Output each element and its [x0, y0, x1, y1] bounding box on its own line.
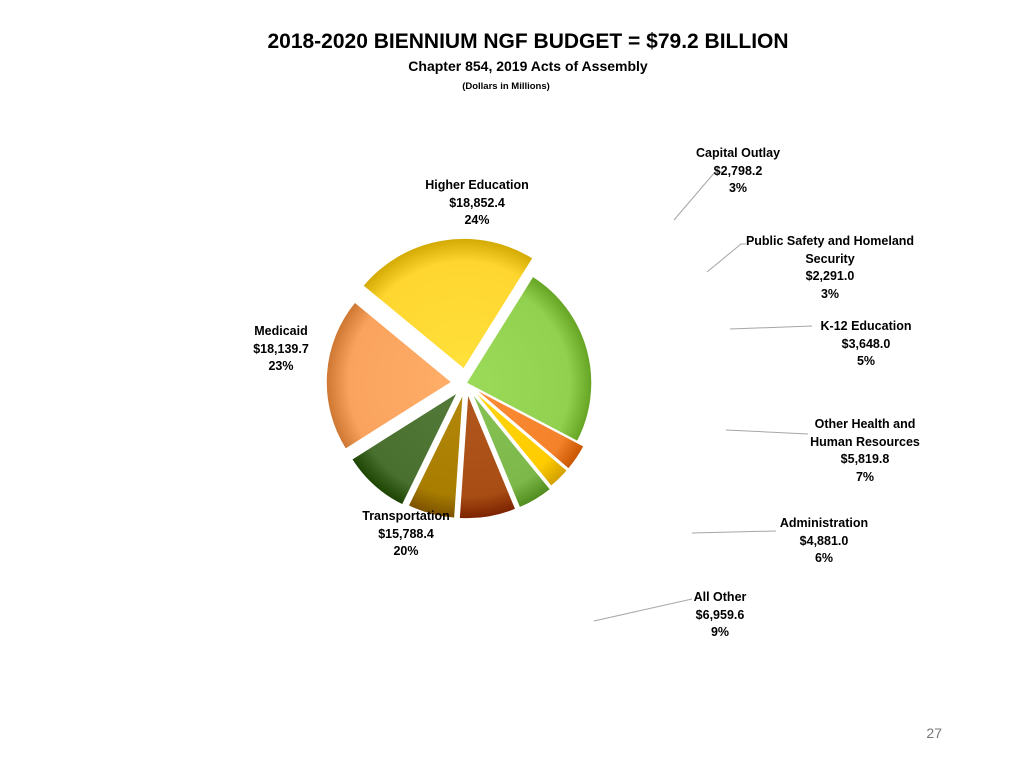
chart-title: 2018-2020 BIENNIUM NGF BUDGET = $79.2 BI… — [267, 30, 789, 53]
slice-label: K-12 Education $3,648.0 5% — [821, 318, 912, 371]
leader-lines — [593, 171, 813, 622]
leader-line — [725, 429, 809, 435]
pie-slice-other-health-and-human-resources — [458, 392, 517, 520]
pie-slice-k-12-education — [470, 391, 552, 509]
pie-slice-medicaid — [361, 237, 535, 371]
slice-label-value: $6,959.6 — [695, 607, 745, 622]
leader-line — [673, 171, 722, 221]
leader-line — [729, 325, 813, 330]
pie-slice-administration — [406, 392, 465, 520]
pie-slice-higher-education — [464, 275, 593, 443]
slice-label: Higher Education $18,852.4 24% — [425, 177, 528, 230]
pie-slice-capital-outlay — [472, 386, 586, 471]
slice-label-name: Higher Education — [425, 178, 529, 192]
slice-label-percent: 5% — [856, 354, 876, 368]
slice-label-name: Transportation — [362, 509, 450, 523]
pie-slice-all-other — [350, 389, 460, 507]
leader-line — [691, 530, 777, 534]
slice-label-value: $2,798.2 — [713, 163, 763, 178]
slice-label-value: $18,852.4 — [449, 195, 505, 210]
slice-label-name: Human Resources — [810, 434, 920, 449]
pie-slices — [325, 237, 593, 520]
slice-label-percent: 20% — [393, 544, 419, 558]
slice-label-name: Security — [805, 251, 855, 266]
slice-label-value: $3,648.0 — [841, 336, 891, 351]
slice-label-value: $5,819.8 — [840, 452, 890, 466]
slice-label-percent: 9% — [710, 625, 730, 639]
slice-label-value: $18,139.7 — [253, 341, 309, 356]
slice-label: All Other $6,959.6 9% — [694, 589, 747, 642]
page-number: 27 — [926, 725, 942, 741]
slice-label-percent: 3% — [728, 181, 748, 195]
slice-label-name: Other Health and — [814, 417, 916, 431]
slice-label-name: Capital Outlay — [695, 146, 781, 160]
slice-label: Other Health and Human Resources $5,819.8 7… — [810, 416, 920, 486]
slice-label-percent: 3% — [820, 286, 840, 301]
slice-label: Capital Outlay $2,798.2 3% — [696, 145, 780, 198]
slice-label-percent: 7% — [855, 469, 875, 484]
chart-units-note: (Dollars in Millions) — [462, 81, 550, 92]
slice-label-name: Public Safety and Homeland — [745, 234, 915, 248]
slice-label-percent: 6% — [814, 551, 834, 565]
slice-label-percent: 24% — [464, 213, 490, 227]
slice-label-percent: 23% — [268, 359, 294, 373]
slice-label-name: Medicaid — [254, 324, 308, 338]
slice-label-value: $4,881.0 — [799, 533, 849, 548]
slice-label: Transportation $15,788.4 20% — [362, 508, 450, 561]
pie-slice-public-safety-and-homeland-security — [471, 388, 569, 488]
slice-label-name: All Other — [693, 590, 747, 604]
slice-label: Administration $4,881.0 6% — [780, 515, 868, 568]
slice-label-value: $2,291.0 — [805, 269, 855, 283]
leader-line — [593, 598, 693, 622]
slice-label-name: Administration — [779, 516, 869, 530]
leader-line — [706, 243, 746, 273]
slice-label-value: $15,788.4 — [378, 526, 434, 541]
pie-slice-transportation — [325, 300, 454, 451]
chart-subtitle: Chapter 854, 2019 Acts of Assembly — [408, 58, 648, 74]
slice-label: Public Safety and Homeland Security $2,291… — [746, 233, 914, 303]
slice-label-name: K-12 Education — [820, 319, 912, 333]
slice-label: Medicaid $18,139.7 23% — [253, 323, 309, 376]
